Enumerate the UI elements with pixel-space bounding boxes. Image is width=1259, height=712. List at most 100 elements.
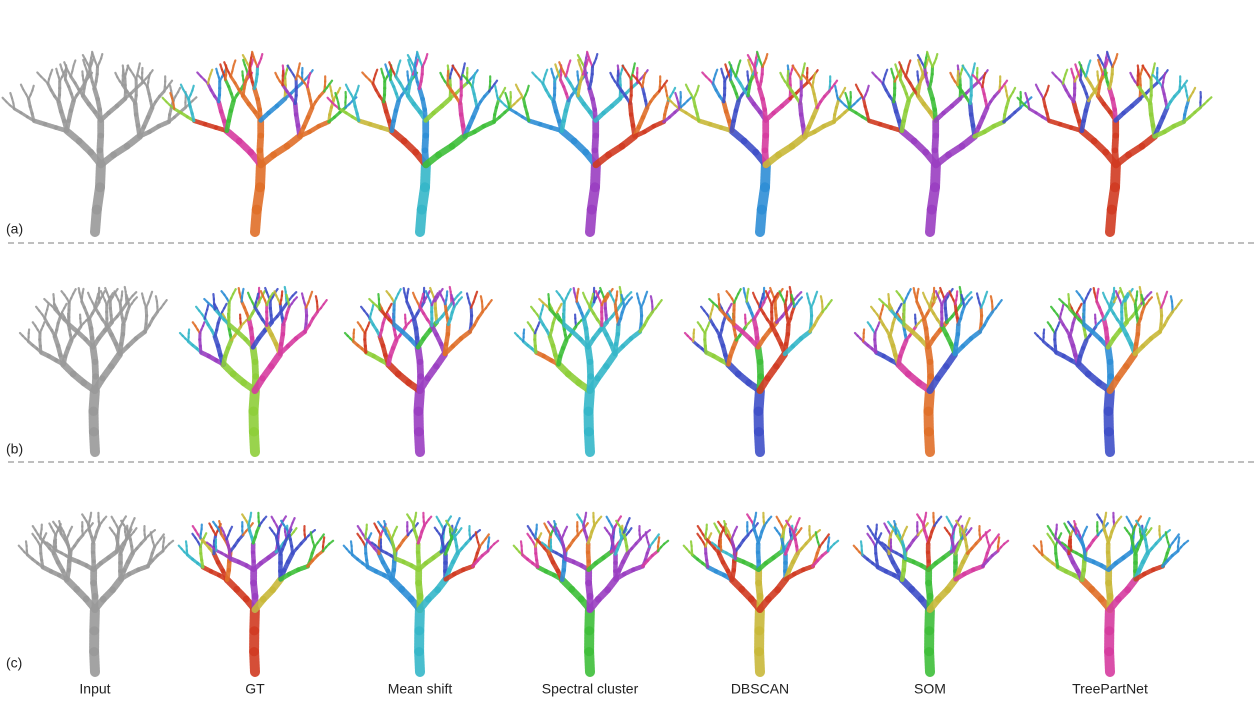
branch: [721, 69, 722, 73]
row-label: (c): [6, 655, 22, 671]
branch: [1029, 109, 1036, 113]
branch: [14, 109, 21, 113]
branch: [396, 77, 400, 83]
branch: [136, 332, 145, 339]
branch: [528, 322, 531, 326]
branch: [153, 312, 158, 318]
branch: [95, 307, 99, 313]
branch: [49, 524, 51, 528]
branch: [637, 293, 638, 298]
branch: [251, 513, 252, 517]
branch: [21, 84, 23, 89]
branch: [261, 291, 263, 296]
branch: [295, 104, 296, 115]
branch: [902, 131, 914, 141]
branch: [631, 332, 640, 339]
branch: [798, 518, 800, 523]
branch: [544, 524, 546, 528]
branch: [478, 312, 483, 318]
tree-panel: [344, 513, 498, 672]
branch: [150, 291, 152, 297]
branch: [1138, 516, 1141, 521]
branch: [686, 84, 688, 89]
column-label: Spectral cluster: [542, 681, 639, 697]
branch: [37, 72, 41, 76]
branch: [894, 521, 895, 525]
branch: [1195, 108, 1201, 113]
branch: [186, 541, 187, 546]
branch: [864, 99, 866, 106]
branch: [1150, 104, 1151, 115]
column-label: DBSCAN: [731, 681, 789, 697]
branch: [33, 526, 36, 530]
branch: [311, 532, 312, 537]
branch: [843, 88, 845, 92]
branch: [296, 332, 305, 339]
tree-panel: [162, 51, 356, 232]
branch: [516, 84, 518, 89]
branch: [617, 304, 622, 311]
branch: [514, 546, 517, 549]
branch: [287, 136, 300, 146]
branch: [416, 513, 417, 517]
branch: [243, 60, 245, 65]
branch: [264, 517, 267, 520]
branch: [698, 322, 701, 326]
branch: [869, 121, 880, 124]
branch: [133, 292, 137, 296]
branch: [389, 304, 391, 308]
branch: [614, 526, 615, 530]
branch: [1116, 291, 1118, 296]
branch: [293, 292, 297, 296]
branch: [489, 537, 490, 542]
branch: [954, 526, 955, 530]
branch: [460, 104, 461, 115]
branch: [634, 63, 635, 69]
branch: [389, 62, 391, 67]
branch: [697, 534, 700, 538]
branch: [762, 294, 763, 299]
branch: [970, 104, 971, 115]
branch: [358, 322, 361, 326]
branch: [1049, 121, 1060, 124]
branch: [899, 304, 901, 308]
branch: [32, 534, 35, 538]
branch: [255, 89, 258, 99]
branch: [74, 60, 76, 65]
figure: (a) (b) (c) InputGTMean shiftSpectral cl…: [0, 0, 1259, 707]
branch: [918, 55, 920, 59]
branch: [437, 517, 440, 521]
branch: [33, 322, 36, 326]
branch: [1025, 93, 1027, 98]
branch: [1142, 136, 1155, 146]
branch: [829, 537, 830, 542]
branch: [784, 526, 785, 530]
branch: [47, 305, 48, 310]
branch: [1048, 322, 1051, 326]
branch: [918, 60, 920, 65]
branch: [879, 299, 883, 303]
branch: [1149, 528, 1152, 532]
branch: [936, 54, 937, 58]
branch: [83, 289, 84, 293]
branch: [968, 292, 972, 296]
branch: [932, 294, 933, 299]
branch: [766, 54, 767, 58]
branch: [801, 332, 810, 339]
branch: [1151, 332, 1160, 339]
branch: [319, 122, 329, 126]
branch: [329, 541, 333, 544]
branch: [344, 546, 347, 549]
branch: [559, 304, 561, 308]
branch: [294, 297, 297, 300]
branch: [372, 305, 373, 310]
branch: [1174, 122, 1184, 126]
branch: [814, 73, 815, 78]
branch: [685, 333, 688, 336]
branch: [385, 64, 387, 69]
branch: [1161, 308, 1162, 316]
branch: [1041, 541, 1042, 546]
branch: [923, 292, 925, 297]
branch: [643, 108, 647, 118]
branch: [568, 289, 570, 293]
